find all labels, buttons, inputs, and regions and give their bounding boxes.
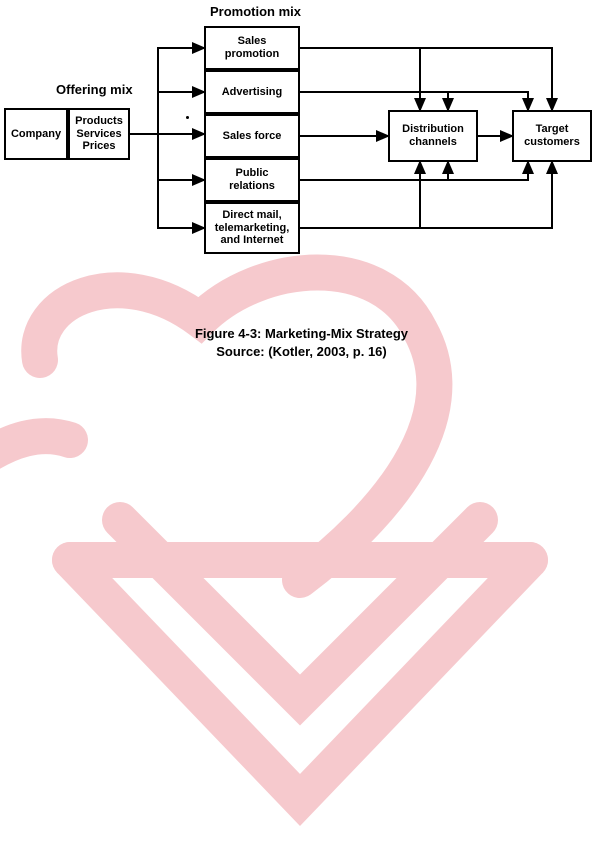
target-label: Target customers [524,123,580,148]
sales-promotion-box: Sales promotion [204,26,300,70]
public-relations-box: Public relations [204,158,300,202]
sales-force-box: Sales force [204,114,300,158]
figure-caption-line1: Figure 4-3: Marketing-Mix Strategy [0,326,603,341]
promotion-mix-header: Promotion mix [210,4,301,19]
sales-promotion-label: Sales promotion [225,35,279,60]
distribution-box: Distribution channels [388,110,478,162]
offering-mix-header: Offering mix [56,82,133,97]
advertising-label: Advertising [222,86,283,99]
advertising-box: Advertising [204,70,300,114]
figure-caption-line2: Source: (Kotler, 2003, p. 16) [0,344,603,359]
target-box: Target customers [512,110,592,162]
company-label: Company [11,128,61,141]
distribution-label: Distribution channels [402,123,464,148]
sales-force-label: Sales force [223,130,282,143]
products-label: Products Services Prices [75,115,123,153]
dot-artifact [186,116,189,119]
company-box: Company [4,108,68,160]
direct-mail-box: Direct mail, telemarketing, and Internet [204,202,300,254]
marketing-mix-diagram: Offering mix Promotion mix Company Produ… [0,0,603,320]
public-relations-label: Public relations [229,167,275,192]
products-box: Products Services Prices [68,108,130,160]
direct-mail-label: Direct mail, telemarketing, and Internet [215,209,290,247]
